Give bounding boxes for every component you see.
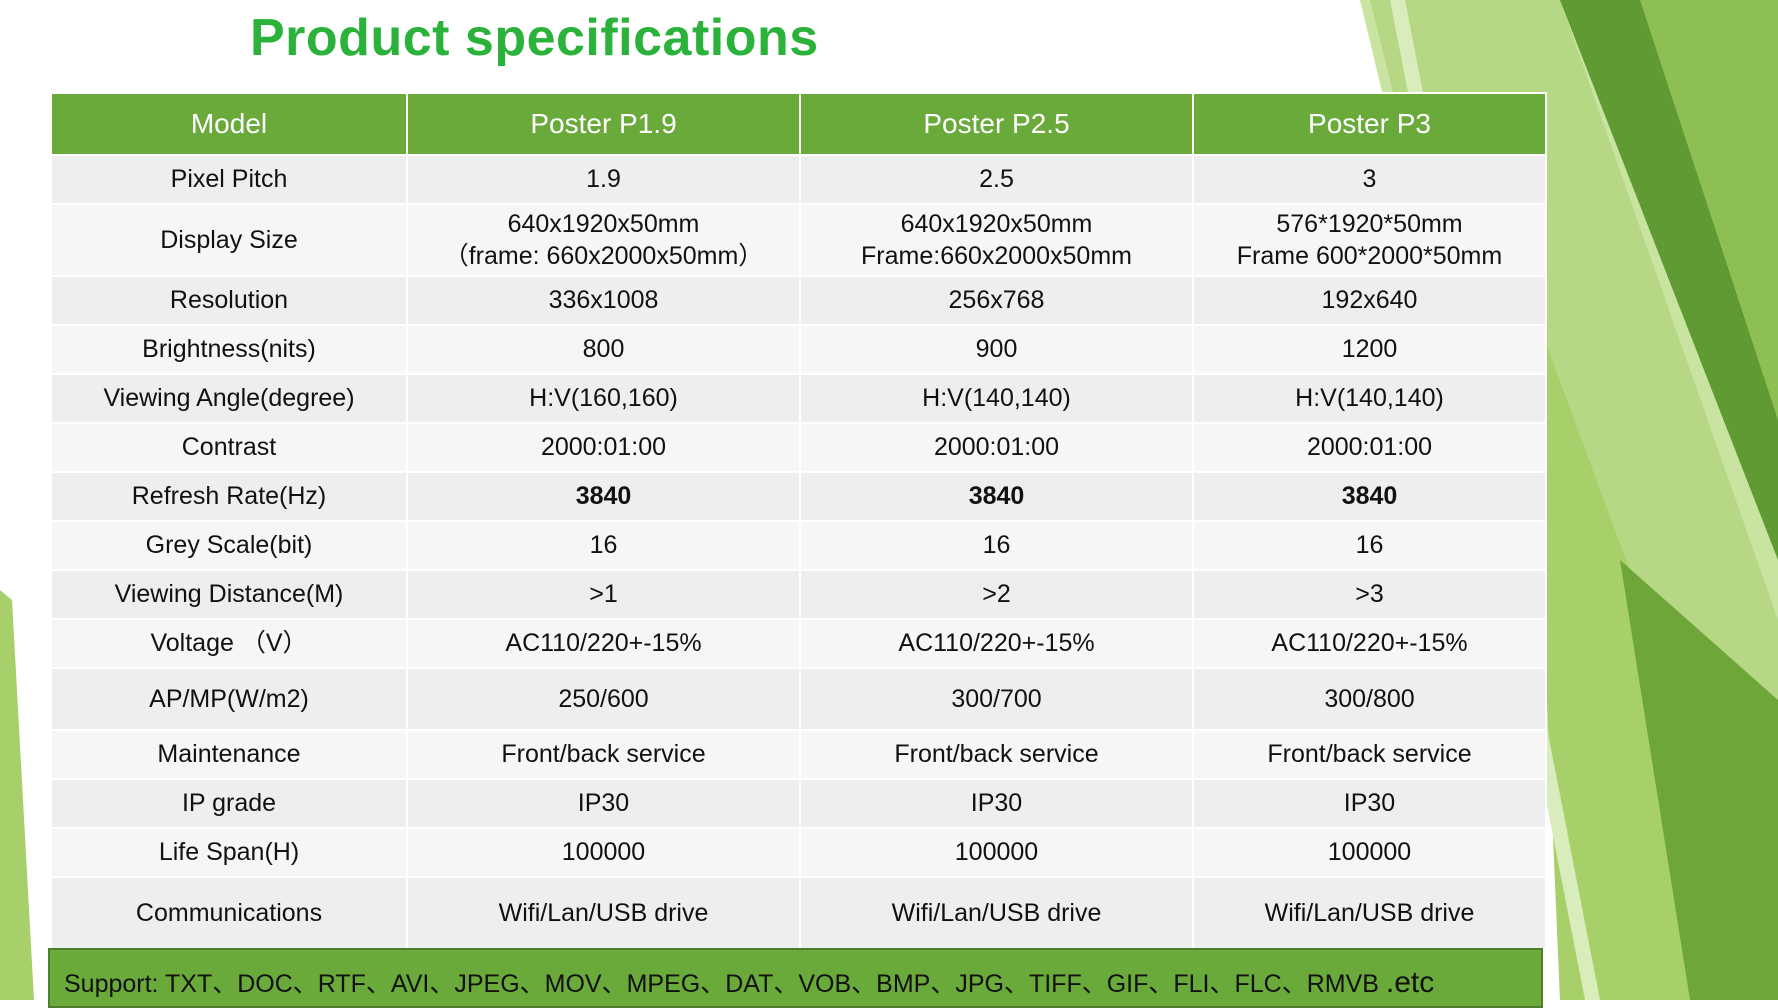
row-label: IP grade xyxy=(50,778,408,829)
cell-p1-9: 16 xyxy=(406,520,801,571)
cell-p2-5: >2 xyxy=(799,569,1194,620)
cell-p1-9: 336x1008 xyxy=(406,275,801,326)
row-label: Viewing Distance(M) xyxy=(50,569,408,620)
cell-p2-5: Wifi/Lan/USB drive xyxy=(799,876,1194,950)
cell-p1-9: >1 xyxy=(406,569,801,620)
row-label: Display Size xyxy=(50,203,408,277)
cell-p2-5: 300/700 xyxy=(799,667,1194,731)
cell-p3: 100000 xyxy=(1192,827,1547,878)
cell-p2-5: 256x768 xyxy=(799,275,1194,326)
cell-line: 640x1920x50mm xyxy=(507,209,700,238)
row-label: Voltage （V） xyxy=(50,618,408,669)
cell-p1-9: Front/back service xyxy=(406,729,801,780)
row-brightness: Brightness(nits) 800 900 1200 xyxy=(50,324,1547,375)
row-voltage: Voltage （V） AC110/220+-15% AC110/220+-15… xyxy=(50,618,1547,669)
row-display-size: Display Size 640x1920x50mm （frame: 660x2… xyxy=(50,203,1547,277)
cell-p3: H:V(140,140) xyxy=(1192,373,1547,424)
row-ip-grade: IP grade IP30 IP30 IP30 xyxy=(50,778,1547,829)
cell-p1-9: 640x1920x50mm （frame: 660x2000x50mm） xyxy=(406,203,801,277)
cell-p3: 16 xyxy=(1192,520,1547,571)
cell-p3: Wifi/Lan/USB drive xyxy=(1192,876,1547,950)
cell-p3: 576*1920*50mm Frame 600*2000*50mm xyxy=(1192,203,1547,277)
row-life-span: Life Span(H) 100000 100000 100000 xyxy=(50,827,1547,878)
row-label: Maintenance xyxy=(50,729,408,780)
row-communications: Communications Wifi/Lan/USB drive Wifi/L… xyxy=(50,876,1547,950)
spec-table: Model Poster P1.9 Poster P2.5 Poster P3 … xyxy=(50,92,1547,950)
cell-p1-9: AC110/220+-15% xyxy=(406,618,801,669)
cell-p3: 3 xyxy=(1192,154,1547,205)
header-model: Model xyxy=(50,92,408,156)
cell-p2-5: IP30 xyxy=(799,778,1194,829)
header-poster-p2-5: Poster P2.5 xyxy=(799,92,1194,156)
row-label: AP/MP(W/m2) xyxy=(50,667,408,731)
row-viewing-angle: Viewing Angle(degree) H:V(160,160) H:V(1… xyxy=(50,373,1547,424)
cell-p2-5: 100000 xyxy=(799,827,1194,878)
support-etc: .etc xyxy=(1385,966,1435,999)
cell-p3: 1200 xyxy=(1192,324,1547,375)
row-refresh-rate: Refresh Rate(Hz) 3840 3840 3840 xyxy=(50,471,1547,522)
cell-line: Frame 600*2000*50mm xyxy=(1236,242,1503,270)
cell-line: （frame: 660x2000x50mm） xyxy=(443,242,764,270)
header-poster-p3: Poster P3 xyxy=(1192,92,1547,156)
row-contrast: Contrast 2000:01:00 2000:01:00 2000:01:0… xyxy=(50,422,1547,473)
cell-p2-5: 640x1920x50mm Frame:660x2000x50mm xyxy=(799,203,1194,277)
cell-p3: IP30 xyxy=(1192,778,1547,829)
row-label: Contrast xyxy=(50,422,408,473)
cell-p1-9: 1.9 xyxy=(406,154,801,205)
cell-line: Frame:660x2000x50mm xyxy=(861,242,1132,270)
row-resolution: Resolution 336x1008 256x768 192x640 xyxy=(50,275,1547,326)
cell-p1-9: H:V(160,160) xyxy=(406,373,801,424)
cell-p2-5: 16 xyxy=(799,520,1194,571)
cell-p3: Front/back service xyxy=(1192,729,1547,780)
header-row: Model Poster P1.9 Poster P2.5 Poster P3 xyxy=(50,92,1547,156)
cell-p3: 300/800 xyxy=(1192,667,1547,731)
cell-p2-5: 900 xyxy=(799,324,1194,375)
cell-p1-9: 250/600 xyxy=(406,667,801,731)
cell-p2-5: 2.5 xyxy=(799,154,1194,205)
cell-p2-5: 3840 xyxy=(799,471,1194,522)
cell-p1-9: Wifi/Lan/USB drive xyxy=(406,876,801,950)
cell-line: 640x1920x50mm xyxy=(900,209,1093,238)
row-maintenance: Maintenance Front/back service Front/bac… xyxy=(50,729,1547,780)
cell-p1-9: 800 xyxy=(406,324,801,375)
page-title: Product specifications xyxy=(250,9,819,67)
cell-p3: 3840 xyxy=(1192,471,1547,522)
bg-shape-left-sliver xyxy=(0,590,34,1000)
cell-p2-5: 2000:01:00 xyxy=(799,422,1194,473)
cell-p1-9: 100000 xyxy=(406,827,801,878)
cell-p1-9: 2000:01:00 xyxy=(406,422,801,473)
row-pixel-pitch: Pixel Pitch 1.9 2.5 3 xyxy=(50,154,1547,205)
row-label: Viewing Angle(degree) xyxy=(50,373,408,424)
bg-shape-deep-green xyxy=(1620,560,1778,1000)
cell-p2-5: H:V(140,140) xyxy=(799,373,1194,424)
row-label: Brightness(nits) xyxy=(50,324,408,375)
row-grey-scale: Grey Scale(bit) 16 16 16 xyxy=(50,520,1547,571)
bg-shape-dark-top xyxy=(1560,0,1778,560)
row-label: Pixel Pitch xyxy=(50,154,408,205)
header-poster-p1-9: Poster P1.9 xyxy=(406,92,801,156)
row-label: Grey Scale(bit) xyxy=(50,520,408,571)
cell-p3: AC110/220+-15% xyxy=(1192,618,1547,669)
cell-p1-9: IP30 xyxy=(406,778,801,829)
cell-p1-9: 3840 xyxy=(406,471,801,522)
row-label: Resolution xyxy=(50,275,408,326)
support-formats-text: Support: TXT、DOC、RTF、AVI、JPEG、MOV、MPEG、D… xyxy=(64,970,1386,998)
support-formats-bar: Support: TXT、DOC、RTF、AVI、JPEG、MOV、MPEG、D… xyxy=(48,948,1543,1008)
row-ap-mp: AP/MP(W/m2) 250/600 300/700 300/800 xyxy=(50,667,1547,731)
cell-line: 576*1920*50mm xyxy=(1276,209,1463,238)
cell-p3: >3 xyxy=(1192,569,1547,620)
row-viewing-distance: Viewing Distance(M) >1 >2 >3 xyxy=(50,569,1547,620)
cell-p3: 2000:01:00 xyxy=(1192,422,1547,473)
row-label: Communications xyxy=(50,876,408,950)
row-label: Life Span(H) xyxy=(50,827,408,878)
cell-p2-5: Front/back service xyxy=(799,729,1194,780)
cell-p2-5: AC110/220+-15% xyxy=(799,618,1194,669)
cell-p3: 192x640 xyxy=(1192,275,1547,326)
row-label: Refresh Rate(Hz) xyxy=(50,471,408,522)
